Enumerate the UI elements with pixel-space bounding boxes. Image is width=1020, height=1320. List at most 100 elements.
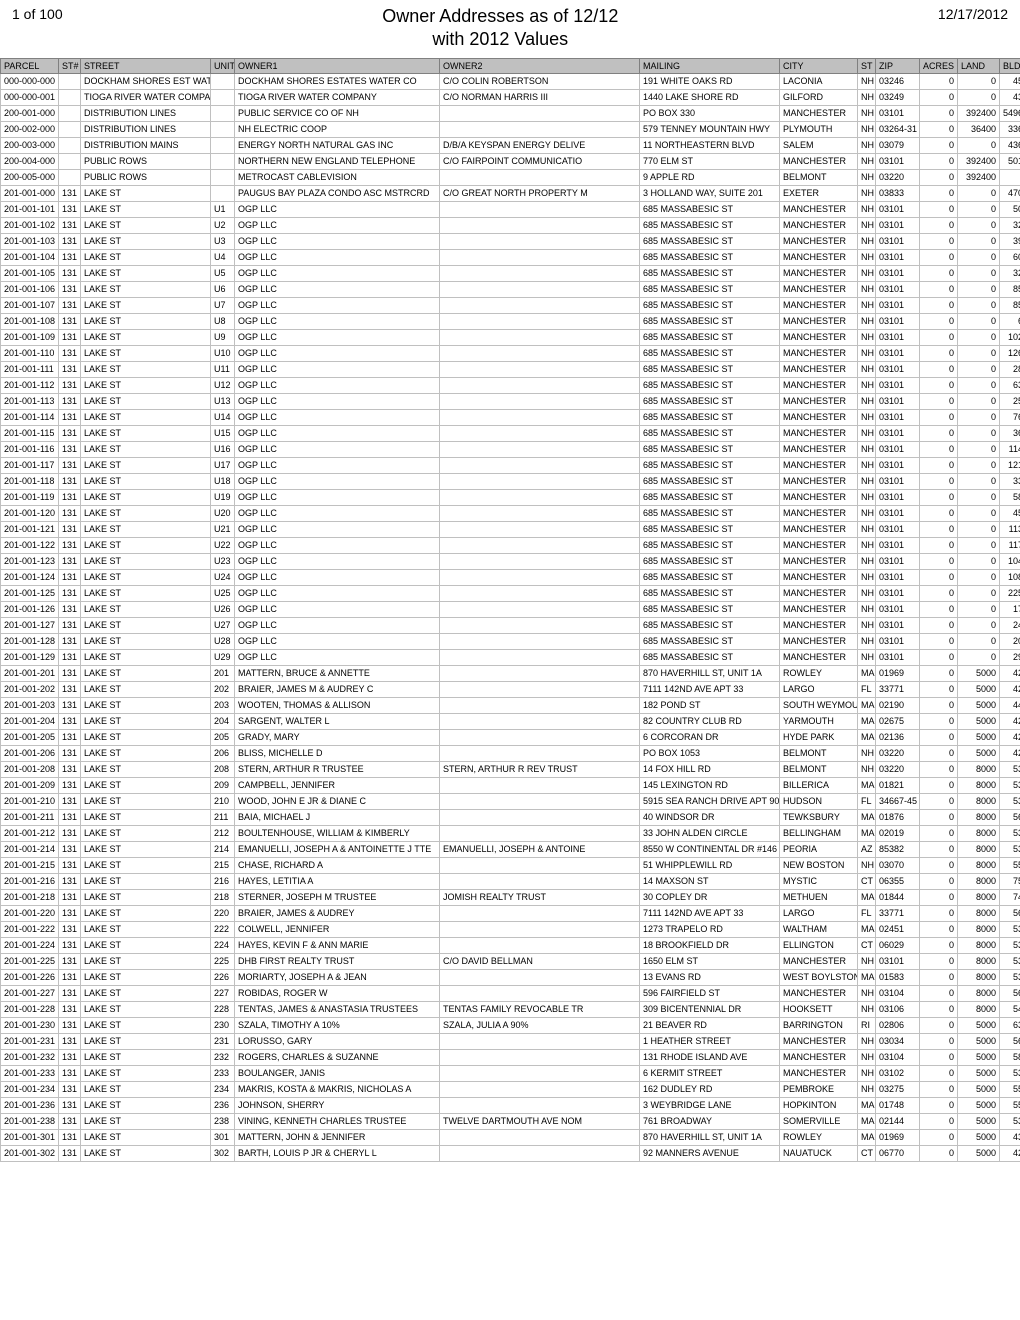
table-cell: 8000 [958, 810, 1000, 826]
table-cell: 8000 [958, 874, 1000, 890]
table-cell: LAKE ST [81, 634, 211, 650]
table-cell: 000-000-000 [1, 74, 59, 90]
table-cell: 685 MASSABESIC ST [640, 570, 780, 586]
table-cell [440, 730, 640, 746]
table-cell: 03101 [876, 154, 920, 170]
table-cell: 03264-31 [876, 122, 920, 138]
table-row: 201-001-212131LAKE ST212BOULTENHOUSE, WI… [1, 826, 1020, 842]
table-cell: 8000 [958, 826, 1000, 842]
table-cell: 03102 [876, 1066, 920, 1082]
table-cell: NH ELECTRIC COOP [235, 122, 440, 138]
table-cell: MA [858, 810, 876, 826]
table-cell: 685 MASSABESIC ST [640, 554, 780, 570]
table-cell: U23 [211, 554, 235, 570]
table-row: 201-001-123131LAKE STU23OGP LLC685 MASSA… [1, 554, 1020, 570]
table-cell: U16 [211, 442, 235, 458]
table-cell [440, 906, 640, 922]
table-row: 201-001-203131LAKE ST203WOOTEN, THOMAS &… [1, 698, 1020, 714]
table-cell: 53400 [1000, 778, 1020, 794]
table-cell: 201-001-204 [1, 714, 59, 730]
table-cell: 0 [958, 634, 1000, 650]
table-cell: 392400 [958, 154, 1000, 170]
table-cell: OGP LLC [235, 650, 440, 666]
table-cell: LAKE ST [81, 554, 211, 570]
table-cell: 0 [920, 186, 958, 202]
table-cell: LAKE ST [81, 890, 211, 906]
table-cell: 201-001-208 [1, 762, 59, 778]
table-cell: MANCHESTER [780, 954, 858, 970]
table-cell: 131 [59, 346, 81, 362]
table-cell: 0 [920, 666, 958, 682]
table-row: 201-001-205131LAKE ST205GRADY, MARY6 COR… [1, 730, 1020, 746]
table-cell: LAKE ST [81, 682, 211, 698]
table-cell [440, 282, 640, 298]
table-cell: 45100 [1000, 506, 1020, 522]
table-cell: 51 WHIPPLEWILL RD [640, 858, 780, 874]
table-cell: U12 [211, 378, 235, 394]
table-cell: U14 [211, 410, 235, 426]
table-row: 201-001-108131LAKE STU8OGP LLC685 MASSAB… [1, 314, 1020, 330]
table-cell: 0 [958, 186, 1000, 202]
table-cell: 0 [920, 90, 958, 106]
table-cell: 85382 [876, 842, 920, 858]
table-cell: 03101 [876, 266, 920, 282]
table-cell: 32600 [1000, 218, 1020, 234]
table-cell: 0 [958, 586, 1000, 602]
table-cell: NH [858, 266, 876, 282]
table-cell: JOMISH REALTY TRUST [440, 890, 640, 906]
col-header: ST [858, 59, 876, 74]
table-cell: LAKE ST [81, 1146, 211, 1162]
table-cell: EMANUELLI, JOSEPH & ANTOINE [440, 842, 640, 858]
page-header: 1 of 100 Owner Addresses as of 12/12 wit… [0, 0, 1020, 52]
table-cell: BELMONT [780, 170, 858, 186]
table-cell: 201-001-115 [1, 426, 59, 442]
table-cell: ROWLEY [780, 1130, 858, 1146]
table-cell: NH [858, 250, 876, 266]
table-cell [440, 666, 640, 682]
table-cell: 113300 [1000, 522, 1020, 538]
table-cell: 03101 [876, 954, 920, 970]
table-cell: 30 COPLEY DR [640, 890, 780, 906]
table-cell: LAKE ST [81, 458, 211, 474]
table-cell: LORUSSO, GARY [235, 1034, 440, 1050]
table-cell: LAKE ST [81, 522, 211, 538]
table-cell: BELMONT [780, 762, 858, 778]
table-cell: 596 FAIRFIELD ST [640, 986, 780, 1002]
table-cell: 131 [59, 250, 81, 266]
table-cell: 5000 [958, 746, 1000, 762]
table-row: 201-001-238131LAKE ST238VINING, KENNETH … [1, 1114, 1020, 1130]
table-cell: 5000 [958, 1050, 1000, 1066]
table-row: 201-001-225131LAKE ST225DHB FIRST REALTY… [1, 954, 1020, 970]
table-cell: 0 [920, 346, 958, 362]
table-cell: U5 [211, 266, 235, 282]
table-cell: PAUGUS BAY PLAZA CONDO ASC MSTRCRD [235, 186, 440, 202]
table-cell: LAKE ST [81, 858, 211, 874]
table-row: 201-001-107131LAKE STU7OGP LLC685 MASSAB… [1, 298, 1020, 314]
table-cell: 0 [920, 650, 958, 666]
table-cell: LAKE ST [81, 362, 211, 378]
table-row: 201-001-129131LAKE STU29OGP LLC685 MASSA… [1, 650, 1020, 666]
page-number: 1 of 100 [12, 6, 63, 22]
table-cell: 01821 [876, 778, 920, 794]
table-cell: OGP LLC [235, 602, 440, 618]
table-cell: 131 [59, 858, 81, 874]
table-cell: 201-001-216 [1, 874, 59, 890]
table-cell: 0 [920, 586, 958, 602]
table-cell: 0 [920, 442, 958, 458]
table-cell: 131 [59, 1034, 81, 1050]
table-cell: BAIA, MICHAEL J [235, 810, 440, 826]
table-cell: LARGO [780, 906, 858, 922]
table-row: 201-001-226131LAKE ST226MORIARTY, JOSEPH… [1, 970, 1020, 986]
table-cell: LAKE ST [81, 1002, 211, 1018]
table-cell: MANCHESTER [780, 554, 858, 570]
table-cell: BELMONT [780, 746, 858, 762]
table-cell: OGP LLC [235, 586, 440, 602]
table-cell: 0 [958, 202, 1000, 218]
table-row: 201-001-122131LAKE STU22OGP LLC685 MASSA… [1, 538, 1020, 554]
table-cell: 0 [920, 266, 958, 282]
table-cell: NH [858, 458, 876, 474]
table-cell: MANCHESTER [780, 234, 858, 250]
title-main: Owner Addresses as of 12/12 [63, 6, 938, 27]
table-cell: 685 MASSABESIC ST [640, 266, 780, 282]
table-row: 201-001-220131LAKE ST220BRAIER, JAMES & … [1, 906, 1020, 922]
